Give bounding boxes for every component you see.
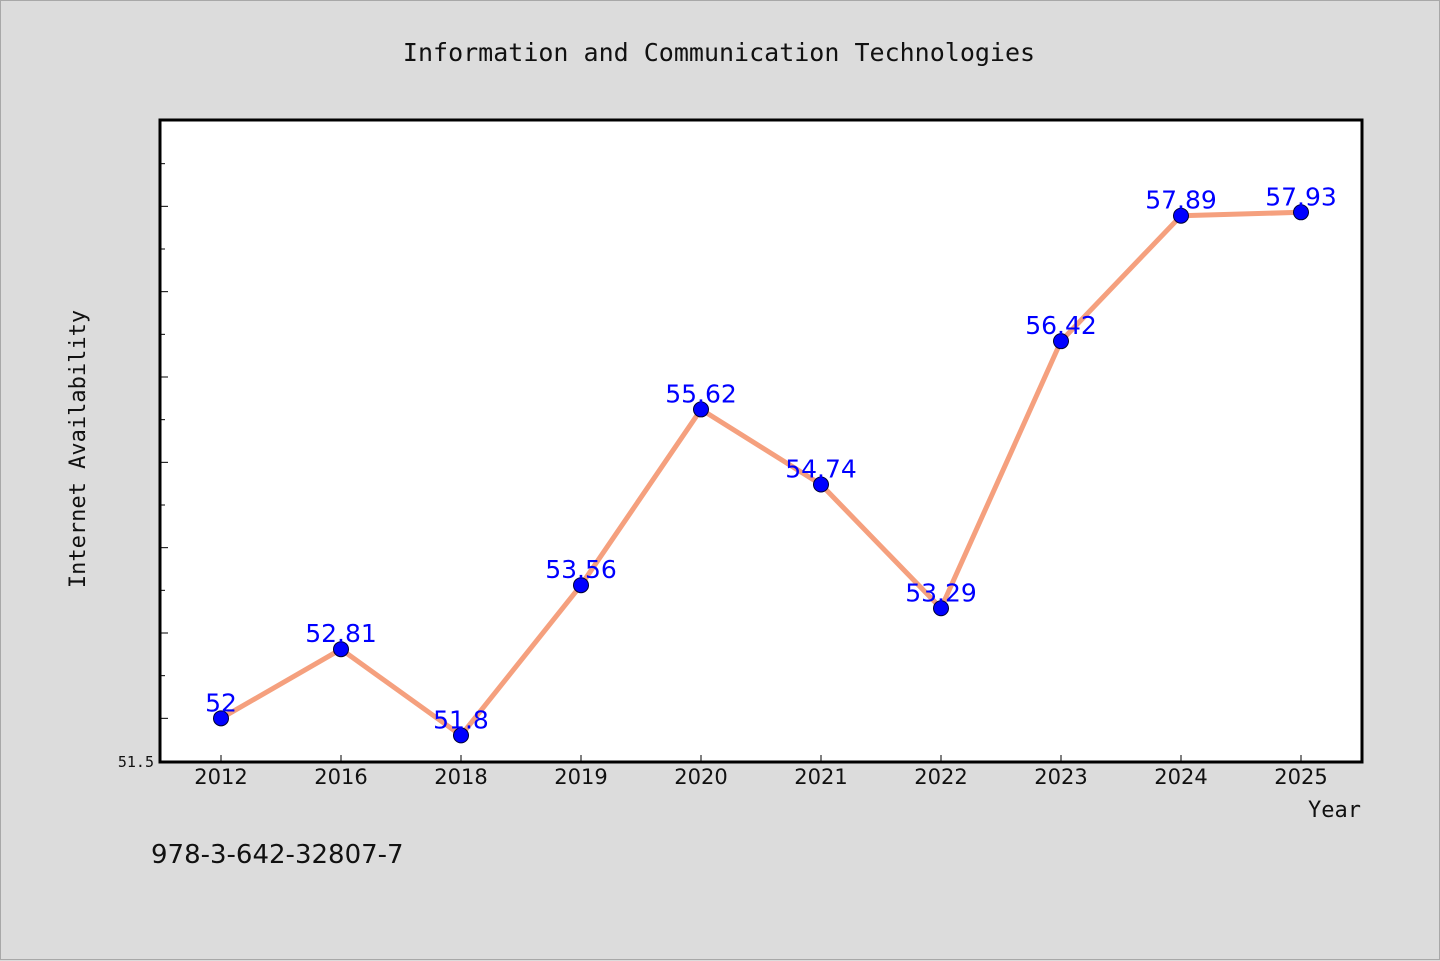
x-axis-ticks: 2012 2016 2018 2019 2020 2021 2022 2023 2024 2025 (194, 755, 1328, 789)
x-axis-label: Year (1308, 798, 1361, 823)
data-label: 56.42 (1025, 311, 1097, 340)
data-point (813, 476, 829, 493)
chart-title: Information and Communication Technologi… (403, 38, 1035, 67)
data-label: 53.29 (905, 578, 977, 607)
data-label: 57.93 (1265, 182, 1337, 211)
data-label: 54.74 (785, 455, 857, 484)
data-label: 57.89 (1145, 186, 1217, 215)
data-label: 52 (205, 688, 237, 717)
x-tick-label: 2020 (674, 765, 727, 789)
y-axis-label: Internet Availability (66, 310, 91, 588)
series-line (219, 209, 1302, 738)
data-point (333, 641, 349, 658)
data-labels: 52 52.81 51.8 53.56 55.62 54.74 53.29 56.42 57.8… (205, 182, 1337, 734)
x-tick-label: 2016 (314, 765, 367, 789)
data-point (933, 600, 949, 617)
x-tick-label: 2019 (554, 765, 607, 789)
data-point (1053, 333, 1069, 350)
x-tick-label: 2018 (434, 765, 487, 789)
data-point (573, 577, 589, 594)
data-point (693, 401, 709, 418)
plot-area (158, 118, 1364, 764)
data-point (453, 727, 469, 744)
y-tick-label-min: 51.5 (118, 753, 154, 771)
data-point (213, 710, 229, 727)
x-tick-label: 2021 (794, 765, 847, 789)
series-line-group (219, 209, 1302, 738)
x-tick-label: 2012 (194, 765, 247, 789)
x-tick-label: 2023 (1034, 765, 1087, 789)
data-label: 52.81 (305, 619, 377, 648)
footer-code: 978-3-642-32807-7 (151, 840, 404, 870)
data-points (213, 204, 1309, 744)
data-label: 55.62 (665, 379, 737, 408)
data-point (1173, 207, 1189, 224)
data-point (1293, 204, 1309, 221)
x-tick-label: 2022 (914, 765, 967, 789)
y-axis-ticks (161, 120, 168, 762)
x-tick-label: 2025 (1274, 765, 1327, 789)
data-label: 53.56 (545, 555, 617, 584)
data-label: 51.8 (433, 705, 489, 734)
x-tick-label: 2024 (1154, 765, 1207, 789)
